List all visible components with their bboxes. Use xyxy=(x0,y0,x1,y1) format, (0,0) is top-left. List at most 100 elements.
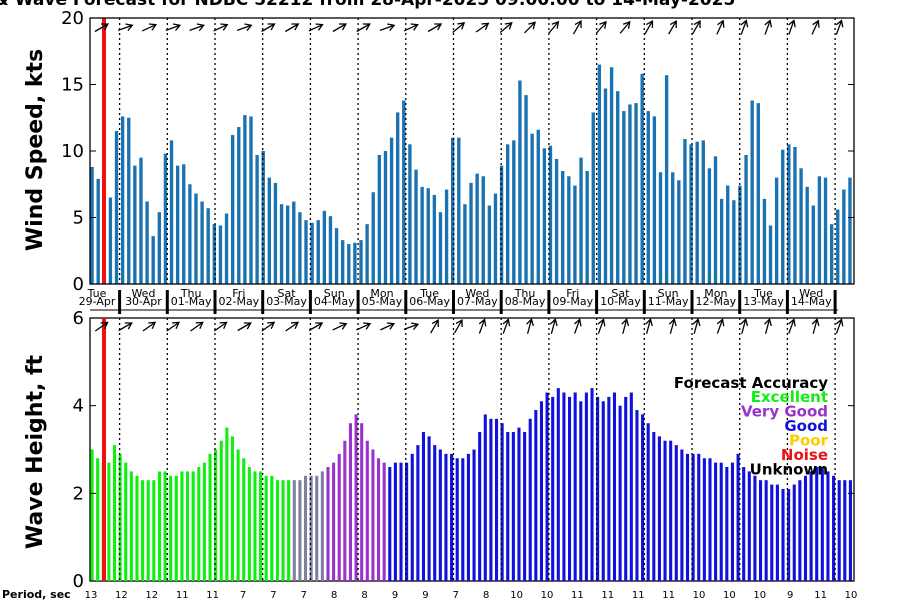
wind-bar xyxy=(622,111,626,284)
wave-direction-arrow xyxy=(549,318,558,334)
wind-bar xyxy=(475,173,479,284)
period-value-label: 7 xyxy=(270,590,276,600)
wind-direction-arrow xyxy=(332,23,348,33)
wind-bar xyxy=(298,212,302,284)
wave-bar xyxy=(562,392,566,581)
day-name-label: Mon xyxy=(370,287,393,300)
wind-bar xyxy=(261,151,265,284)
wind-direction-arrow xyxy=(261,23,276,33)
day-date-label: 14-May xyxy=(791,295,832,308)
wave-bar xyxy=(405,462,409,581)
wind-direction-arrow xyxy=(619,20,631,34)
wave-bar xyxy=(714,462,718,581)
wave-bar xyxy=(348,423,352,581)
period-value-label: 8 xyxy=(331,590,337,600)
day-date-label: 29-Apr xyxy=(79,295,116,308)
wind-bar xyxy=(175,165,180,284)
wave-direction-arrow xyxy=(261,321,276,332)
wind-direction-arrow xyxy=(308,23,324,32)
wind-bar xyxy=(359,240,363,284)
wave-bar xyxy=(657,436,661,581)
day-date-label: 02-May xyxy=(218,295,259,308)
day-name-label: Wed xyxy=(799,287,823,300)
wave-bar xyxy=(629,392,633,581)
wind-bar xyxy=(487,205,492,284)
wave-bar xyxy=(270,475,274,581)
wave-bar xyxy=(135,475,139,581)
wind-tick-label: 5 xyxy=(73,208,84,229)
wave-bar xyxy=(371,449,375,581)
wave-bar xyxy=(169,475,173,581)
legend-title: Forecast Accuracy xyxy=(674,374,828,392)
wind-tick-label: 10 xyxy=(61,141,84,162)
wave-direction-arrow xyxy=(478,318,487,334)
wave-bar xyxy=(624,396,628,581)
wind-bar xyxy=(243,115,247,284)
wave-bar xyxy=(759,480,763,581)
wave-bar xyxy=(618,405,622,581)
wave-direction-arrow xyxy=(645,318,653,334)
wave-bar xyxy=(719,462,723,581)
wind-bar xyxy=(536,129,540,284)
wind-direction-arrow xyxy=(499,22,513,33)
wave-bar xyxy=(410,453,414,581)
wave-bar xyxy=(792,484,796,581)
wave-bar xyxy=(809,471,813,581)
wind-bar xyxy=(353,242,357,284)
wind-bar xyxy=(273,182,278,284)
wave-direction-arrow xyxy=(430,318,439,334)
wind-bar xyxy=(799,168,803,284)
period-value-label: 10 xyxy=(510,590,523,600)
wave-bar xyxy=(202,462,206,581)
wave-bar xyxy=(393,462,397,581)
wave-bar xyxy=(596,396,600,581)
wave-bar xyxy=(236,449,240,581)
wind-bar xyxy=(139,157,143,284)
wind-bar xyxy=(646,111,650,284)
wave-direction-arrow xyxy=(835,318,844,334)
wave-bar xyxy=(438,449,442,581)
wind-bar xyxy=(506,144,510,284)
day-name-label: Thu xyxy=(180,287,202,300)
wind-bar xyxy=(726,185,730,284)
wind-bar xyxy=(169,140,174,284)
wave-bar xyxy=(697,453,701,581)
wave-bar xyxy=(753,475,757,581)
day-date-label: 30-Apr xyxy=(125,295,162,308)
day-date-label: 04-May xyxy=(314,295,355,308)
period-value-label: 11 xyxy=(571,590,584,600)
wave-direction-arrow xyxy=(356,322,372,331)
period-value-label: 8 xyxy=(483,590,489,600)
wind-bar xyxy=(463,204,467,284)
wave-bar xyxy=(775,484,779,581)
day-date-label: 09-May xyxy=(552,295,593,308)
wave-bar xyxy=(416,445,420,581)
wind-bar xyxy=(206,208,210,284)
wind-bar xyxy=(811,205,815,284)
wave-bar xyxy=(590,388,594,581)
wind-direction-arrow xyxy=(811,19,820,35)
wave-bar xyxy=(607,396,611,581)
wave-height-panel: 0 2 4 6 xyxy=(73,308,854,592)
day-date-label: 13-May xyxy=(743,295,784,308)
wave-direction-arrow xyxy=(166,321,181,332)
wind-bar xyxy=(701,140,705,284)
period-label-strip: 13 12 12 11 11 7 7 7 8 8 9 9 7 8 10 10 11 11 11 11 10 10 10 9 11… xyxy=(85,590,858,600)
wind-direction-arrow xyxy=(117,23,134,32)
wind-bar xyxy=(389,137,394,284)
wave-bar xyxy=(826,471,830,581)
wave-bar xyxy=(253,471,257,581)
wave-bar xyxy=(360,423,364,581)
wind-bar xyxy=(530,133,534,284)
wind-bar xyxy=(451,137,455,284)
wave-bar xyxy=(843,480,847,581)
wave-direction-arrow xyxy=(788,318,796,334)
wind-bar xyxy=(438,212,443,284)
wave-bar xyxy=(214,449,218,581)
wind-bar xyxy=(237,127,241,284)
wind-bar xyxy=(781,149,785,284)
wave-direction-arrow xyxy=(332,322,348,331)
wind-direction-arrow xyxy=(189,23,205,32)
wind-bar xyxy=(255,154,259,284)
period-value-label: 7 xyxy=(301,590,307,600)
